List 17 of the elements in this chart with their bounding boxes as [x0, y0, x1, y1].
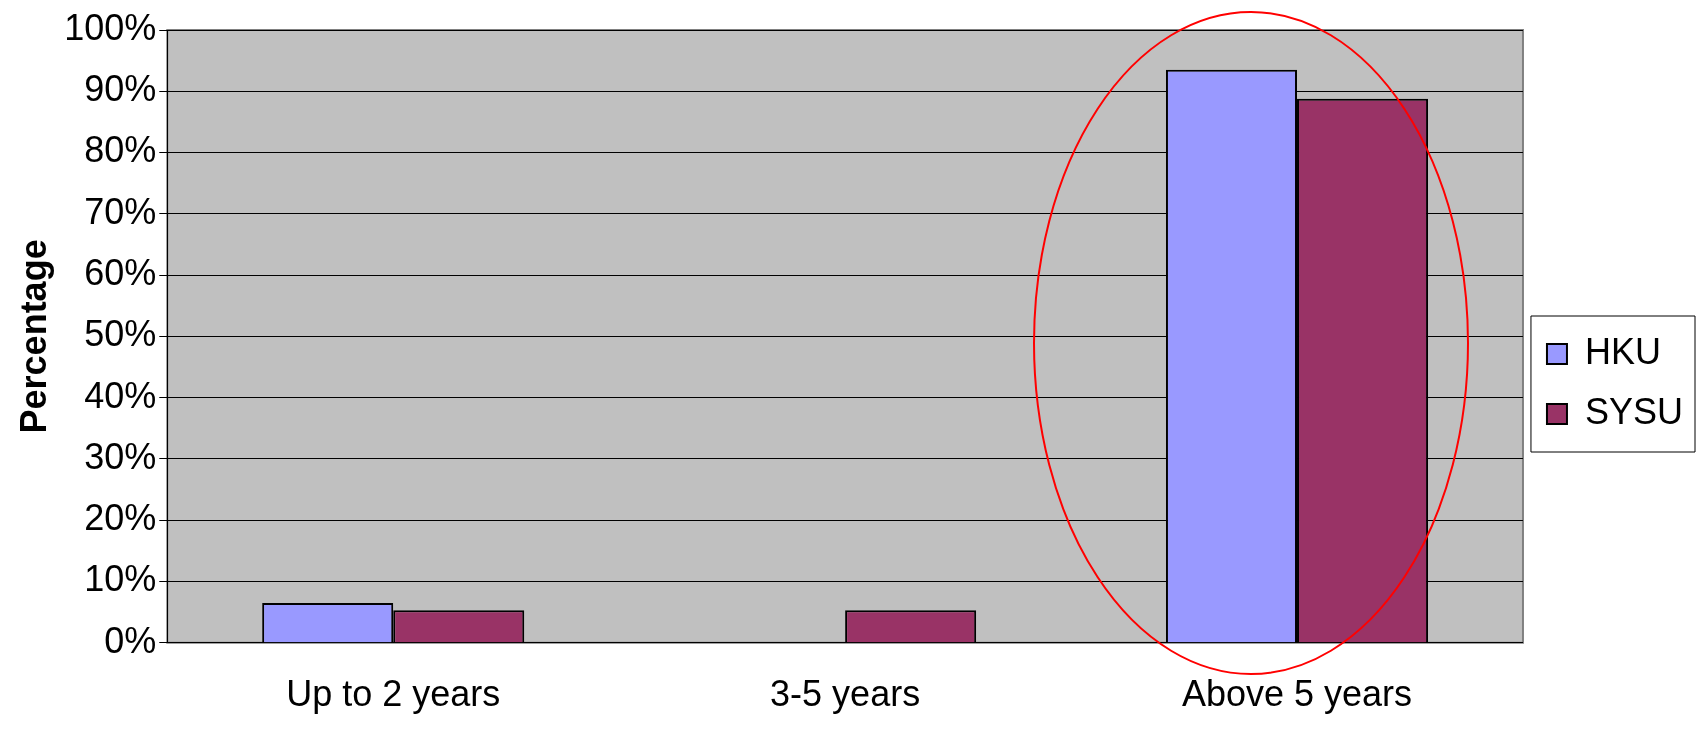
y-tick-label: 30% [84, 435, 157, 477]
x-tick-label: Up to 2 years [286, 673, 501, 715]
x-tick-label: 3-5 years [770, 673, 921, 715]
y-tick-label: 20% [84, 497, 157, 539]
y-tick-label: 80% [84, 129, 157, 171]
y-tick-label: 100% [64, 6, 157, 48]
y-tick-label: 0% [104, 619, 157, 661]
y-tick-label: 70% [84, 190, 157, 232]
y-tick-label: 50% [84, 313, 157, 355]
legend-label: SYSU [1584, 390, 1684, 432]
legend-label: HKU [1584, 330, 1661, 372]
y-tick-label: 10% [84, 558, 157, 600]
y-tick-label: 90% [84, 68, 157, 110]
y-tick-label: 40% [84, 374, 157, 416]
y-tick-label: 60% [84, 252, 157, 294]
y-axis-title: Percentage [12, 239, 54, 434]
x-tick-label: Above 5 years [1181, 673, 1413, 715]
